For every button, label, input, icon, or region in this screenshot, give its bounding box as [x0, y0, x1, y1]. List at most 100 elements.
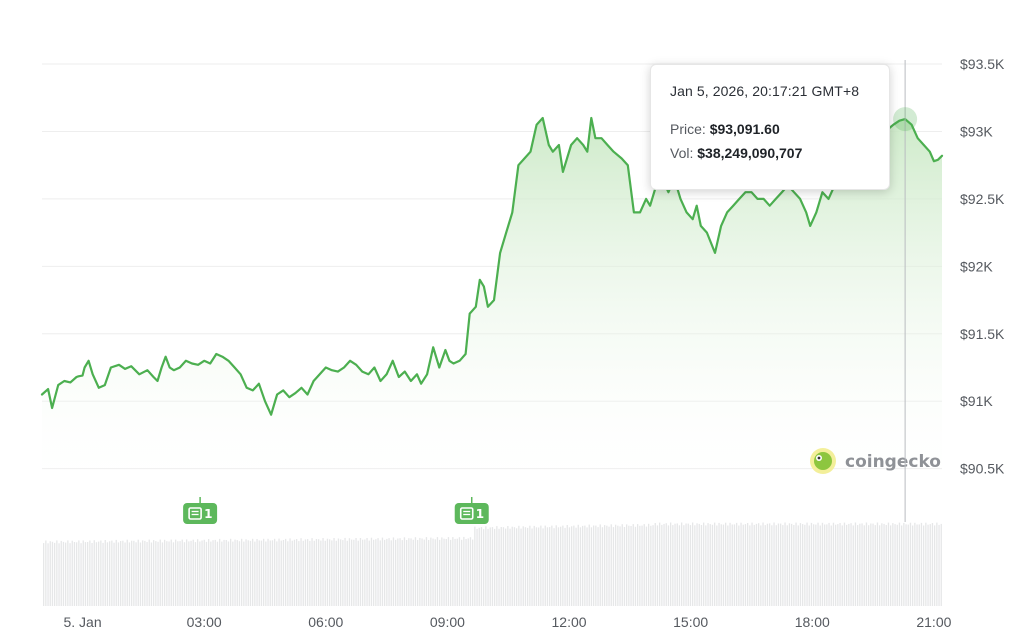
- volume-bar: [698, 523, 700, 606]
- volume-bar: [912, 525, 914, 606]
- volume-bar: [128, 542, 131, 606]
- volume-bar: [51, 541, 54, 606]
- volume-bar: [476, 528, 478, 606]
- volume-bar: [676, 523, 678, 606]
- volume-bar: [436, 537, 439, 606]
- volume-bar: [531, 528, 533, 606]
- volume-bar: [544, 525, 546, 606]
- volume-bar: [428, 540, 430, 606]
- volume-bar: [535, 527, 538, 606]
- tooltip-vol-value: $38,249,090,707: [697, 145, 803, 161]
- volume-bar: [434, 539, 436, 606]
- volume-bar: [555, 525, 557, 606]
- volume-bar: [705, 525, 707, 606]
- news-marker[interactable]: 1: [454, 497, 489, 524]
- volume-bar: [593, 525, 595, 606]
- volume-bar: [307, 539, 309, 606]
- volume-bar: [60, 540, 62, 606]
- volume-bar: [331, 540, 333, 606]
- volume-bar: [718, 522, 720, 606]
- volume-bar: [329, 539, 331, 606]
- volume-bar: [480, 527, 483, 606]
- news-marker[interactable]: 1: [183, 497, 218, 524]
- volume-bar: [355, 538, 357, 606]
- volume-bar: [157, 541, 159, 606]
- volume-bar: [797, 525, 799, 606]
- volume-bar: [505, 528, 507, 606]
- volume-bar: [399, 538, 401, 606]
- volume-bar: [203, 539, 205, 606]
- volume-bar: [885, 525, 887, 606]
- volume-bar: [916, 524, 918, 606]
- volume-bar: [645, 526, 648, 606]
- volume-bar: [135, 542, 137, 606]
- volume-bar: [744, 524, 747, 606]
- volume-bar: [430, 537, 432, 606]
- volume-bar: [177, 541, 179, 606]
- volume-bar: [771, 525, 773, 606]
- volume-bar: [626, 524, 628, 606]
- volume-bar: [87, 542, 89, 606]
- x-tick-label: 21:00: [916, 614, 951, 630]
- volume-bar: [799, 523, 802, 606]
- volume-bar: [390, 540, 392, 606]
- volume-bar: [804, 524, 806, 606]
- volume-bar: [654, 523, 656, 606]
- volume-bar: [564, 527, 566, 606]
- volume-bar: [337, 538, 340, 606]
- volume-bar: [124, 542, 126, 606]
- volume-bar: [685, 523, 687, 606]
- volume-bar: [417, 540, 419, 606]
- volume-bar: [351, 539, 353, 606]
- volume-bar: [324, 540, 326, 606]
- volume-bar: [905, 524, 907, 606]
- volume-bar: [632, 524, 634, 606]
- volume-bar: [711, 524, 714, 606]
- volume-bar: [883, 523, 885, 606]
- volume-bar: [225, 540, 227, 606]
- volume-bar: [353, 539, 355, 606]
- volume-bar: [872, 523, 874, 606]
- volume-bar: [788, 523, 791, 606]
- volume-bar: [100, 540, 102, 606]
- volume-bar: [813, 524, 815, 606]
- volume-bar: [315, 539, 318, 606]
- volume-bar: [553, 528, 555, 606]
- volume-bar: [170, 539, 172, 606]
- volume-bar: [929, 524, 931, 606]
- volume-bar: [775, 525, 777, 606]
- volume-bar: [755, 523, 758, 606]
- volume-bar: [65, 542, 67, 606]
- volume-bar: [509, 528, 511, 606]
- volume-bar: [683, 525, 685, 606]
- volume-bar: [865, 522, 868, 606]
- volume-bar: [566, 525, 568, 606]
- volume-bar: [887, 522, 890, 606]
- volume-bar: [296, 539, 298, 606]
- volume-bar: [232, 541, 234, 606]
- volume-bar: [502, 527, 505, 606]
- x-tick-label: 5. Jan: [63, 614, 101, 630]
- volume-bar: [824, 524, 826, 606]
- x-tick-label: 03:00: [187, 614, 222, 630]
- gecko-logo-icon: [810, 448, 836, 474]
- volume-bar: [234, 539, 236, 606]
- volume-bar: [731, 524, 733, 606]
- volume-bar: [175, 539, 177, 606]
- volume-bar: [335, 540, 337, 606]
- volume-bar: [106, 542, 109, 606]
- x-tick-label: 09:00: [430, 614, 465, 630]
- x-tick-label: 06:00: [308, 614, 343, 630]
- volume-bar: [868, 525, 870, 606]
- volume-bar: [326, 538, 329, 606]
- volume-bar: [656, 525, 659, 606]
- volume-bar: [615, 524, 617, 606]
- volume-bar: [747, 523, 749, 606]
- volume-bar: [601, 527, 604, 606]
- volume-bar: [835, 524, 837, 606]
- volume-bar: [260, 540, 263, 606]
- volume-bar: [478, 527, 480, 606]
- volume-bar: [397, 538, 399, 606]
- volume-bars: [43, 522, 942, 606]
- volume-bar: [498, 528, 500, 606]
